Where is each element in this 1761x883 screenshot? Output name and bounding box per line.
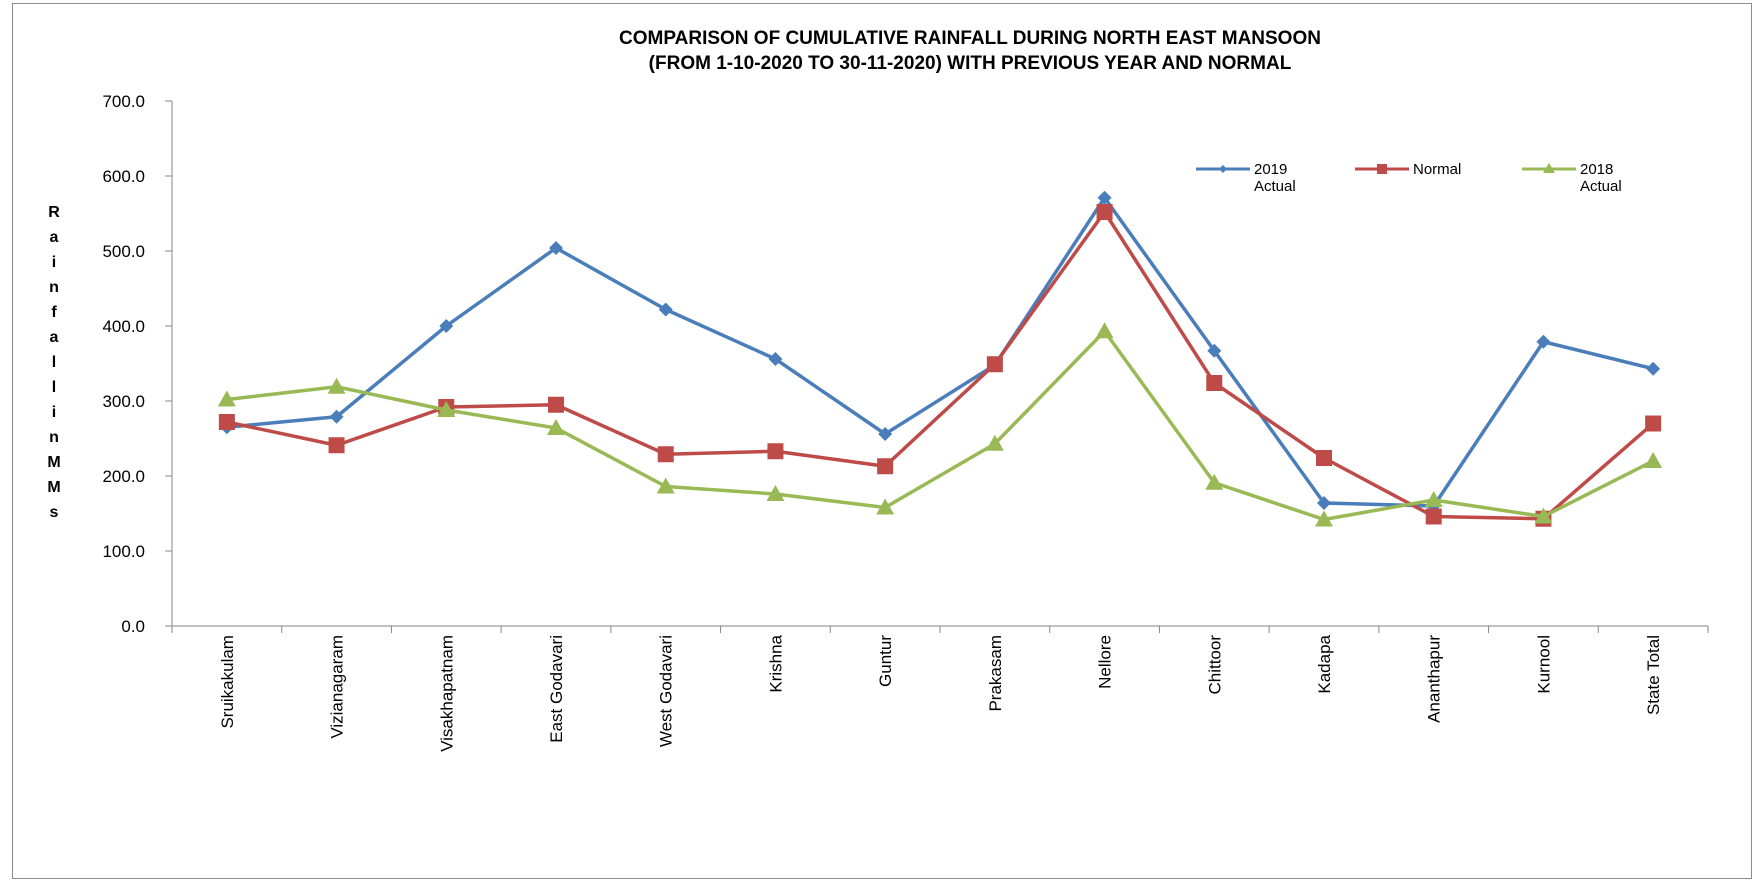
y-tick-label: 600.0	[102, 167, 145, 186]
x-tick-label: West Godavari	[657, 635, 676, 747]
data-point	[1534, 507, 1553, 524]
data-point	[1425, 508, 1442, 525]
data-point	[1644, 452, 1663, 468]
legend-marker	[1377, 164, 1387, 174]
x-tick-label: Krishna	[766, 634, 785, 692]
data-point	[658, 302, 673, 317]
y-axis-label-letter: n	[49, 279, 59, 296]
x-tick-label: Chittoor	[1205, 635, 1224, 695]
y-axis-label-letter: l	[52, 379, 56, 396]
chart-frame	[12, 3, 1752, 879]
data-point	[1317, 496, 1331, 510]
legend-entry-label: Actual	[1254, 178, 1296, 195]
x-tick-label: Guntur	[876, 635, 895, 687]
x-tick-label: Ananthapur	[1425, 635, 1444, 723]
data-point	[1205, 473, 1224, 490]
data-point	[1096, 204, 1113, 220]
data-point	[1315, 510, 1333, 527]
legend-entry-label: Normal	[1413, 161, 1461, 178]
data-point	[877, 458, 894, 475]
x-tick-label: State Total	[1644, 635, 1663, 715]
data-point	[1207, 343, 1222, 358]
series-line	[226, 329, 1654, 522]
series-line	[226, 210, 1655, 521]
data-point	[547, 419, 565, 435]
data-point	[656, 477, 675, 494]
data-point	[1206, 375, 1223, 391]
legend-entry-label: 2019	[1254, 161, 1287, 178]
chart-title: COMPARISON OF CUMULATIVE RAINFALL DURING…	[619, 28, 1321, 49]
data-point	[766, 485, 785, 501]
data-point	[657, 446, 674, 463]
data-point	[1646, 361, 1661, 376]
data-point	[437, 401, 456, 417]
y-axis-label-letter: a	[50, 329, 59, 346]
data-point	[329, 409, 344, 424]
y-tick-label: 100.0	[102, 542, 145, 561]
data-point	[1536, 334, 1551, 349]
x-tick-label: East Godavari	[547, 635, 566, 743]
x-tick-label: Kadapa	[1315, 634, 1334, 693]
y-axis-label-letter: s	[50, 504, 59, 521]
y-axis-label-letter: i	[52, 254, 56, 271]
data-point	[1095, 322, 1114, 339]
data-point	[768, 352, 783, 366]
data-point	[878, 427, 893, 441]
data-point	[876, 498, 895, 515]
data-point	[549, 241, 563, 255]
y-tick-label: 300.0	[102, 392, 145, 411]
data-point	[328, 437, 345, 454]
data-point	[218, 414, 235, 430]
x-tick-label: Kurnool	[1534, 635, 1553, 694]
data-point	[439, 319, 454, 333]
data-point	[1424, 491, 1443, 507]
data-point	[1645, 415, 1662, 432]
y-axis-label-letter: l	[52, 354, 56, 371]
data-point	[548, 396, 564, 413]
chart-subtitle: (FROM 1-10-2020 TO 30-11-2020) WITH PREV…	[649, 53, 1292, 74]
data-point	[1097, 190, 1112, 205]
y-tick-label: 400.0	[102, 317, 145, 336]
legend-marker	[1219, 165, 1227, 173]
series-line	[226, 196, 1654, 508]
y-tick-label: 0.0	[121, 617, 145, 636]
x-tick-label: Sruikakulam	[218, 635, 237, 729]
data-point	[1316, 450, 1332, 466]
data-point	[217, 390, 236, 407]
y-tick-label: 700.0	[102, 92, 145, 111]
data-point	[986, 356, 1003, 373]
legend-entry-label: 2018	[1580, 161, 1613, 178]
x-tick-label: Nellore	[1096, 635, 1115, 689]
legend-marker	[1543, 163, 1555, 173]
y-axis-label-letter: i	[52, 404, 56, 421]
data-point	[767, 443, 784, 460]
y-tick-label: 200.0	[102, 467, 145, 486]
axes: 0.0 100.0 200.0 300.0 400.0 500.0 600.0 700.0 Sr…	[102, 92, 1709, 752]
x-tick-label: Visakhapatnam	[437, 635, 456, 752]
y-axis-label-letter: M	[47, 454, 60, 471]
series-2	[217, 322, 1663, 527]
data-point	[985, 434, 1004, 451]
y-tick-label: 500.0	[102, 242, 145, 261]
series-group	[217, 190, 1663, 527]
y-axis-label-letter: a	[50, 229, 59, 246]
series-1	[218, 204, 1662, 527]
series-0	[219, 190, 1661, 513]
y-axis-label-letter: f	[51, 304, 57, 321]
legend-entry-label: Actual	[1580, 178, 1622, 195]
y-axis-label-letter: R	[48, 204, 60, 221]
y-axis-label-letter: M	[47, 479, 60, 496]
y-axis-label-letter: n	[49, 429, 59, 446]
x-tick-label: Vizianagaram	[328, 635, 347, 739]
x-tick-label: Prakasam	[986, 635, 1005, 712]
data-point	[327, 377, 346, 394]
